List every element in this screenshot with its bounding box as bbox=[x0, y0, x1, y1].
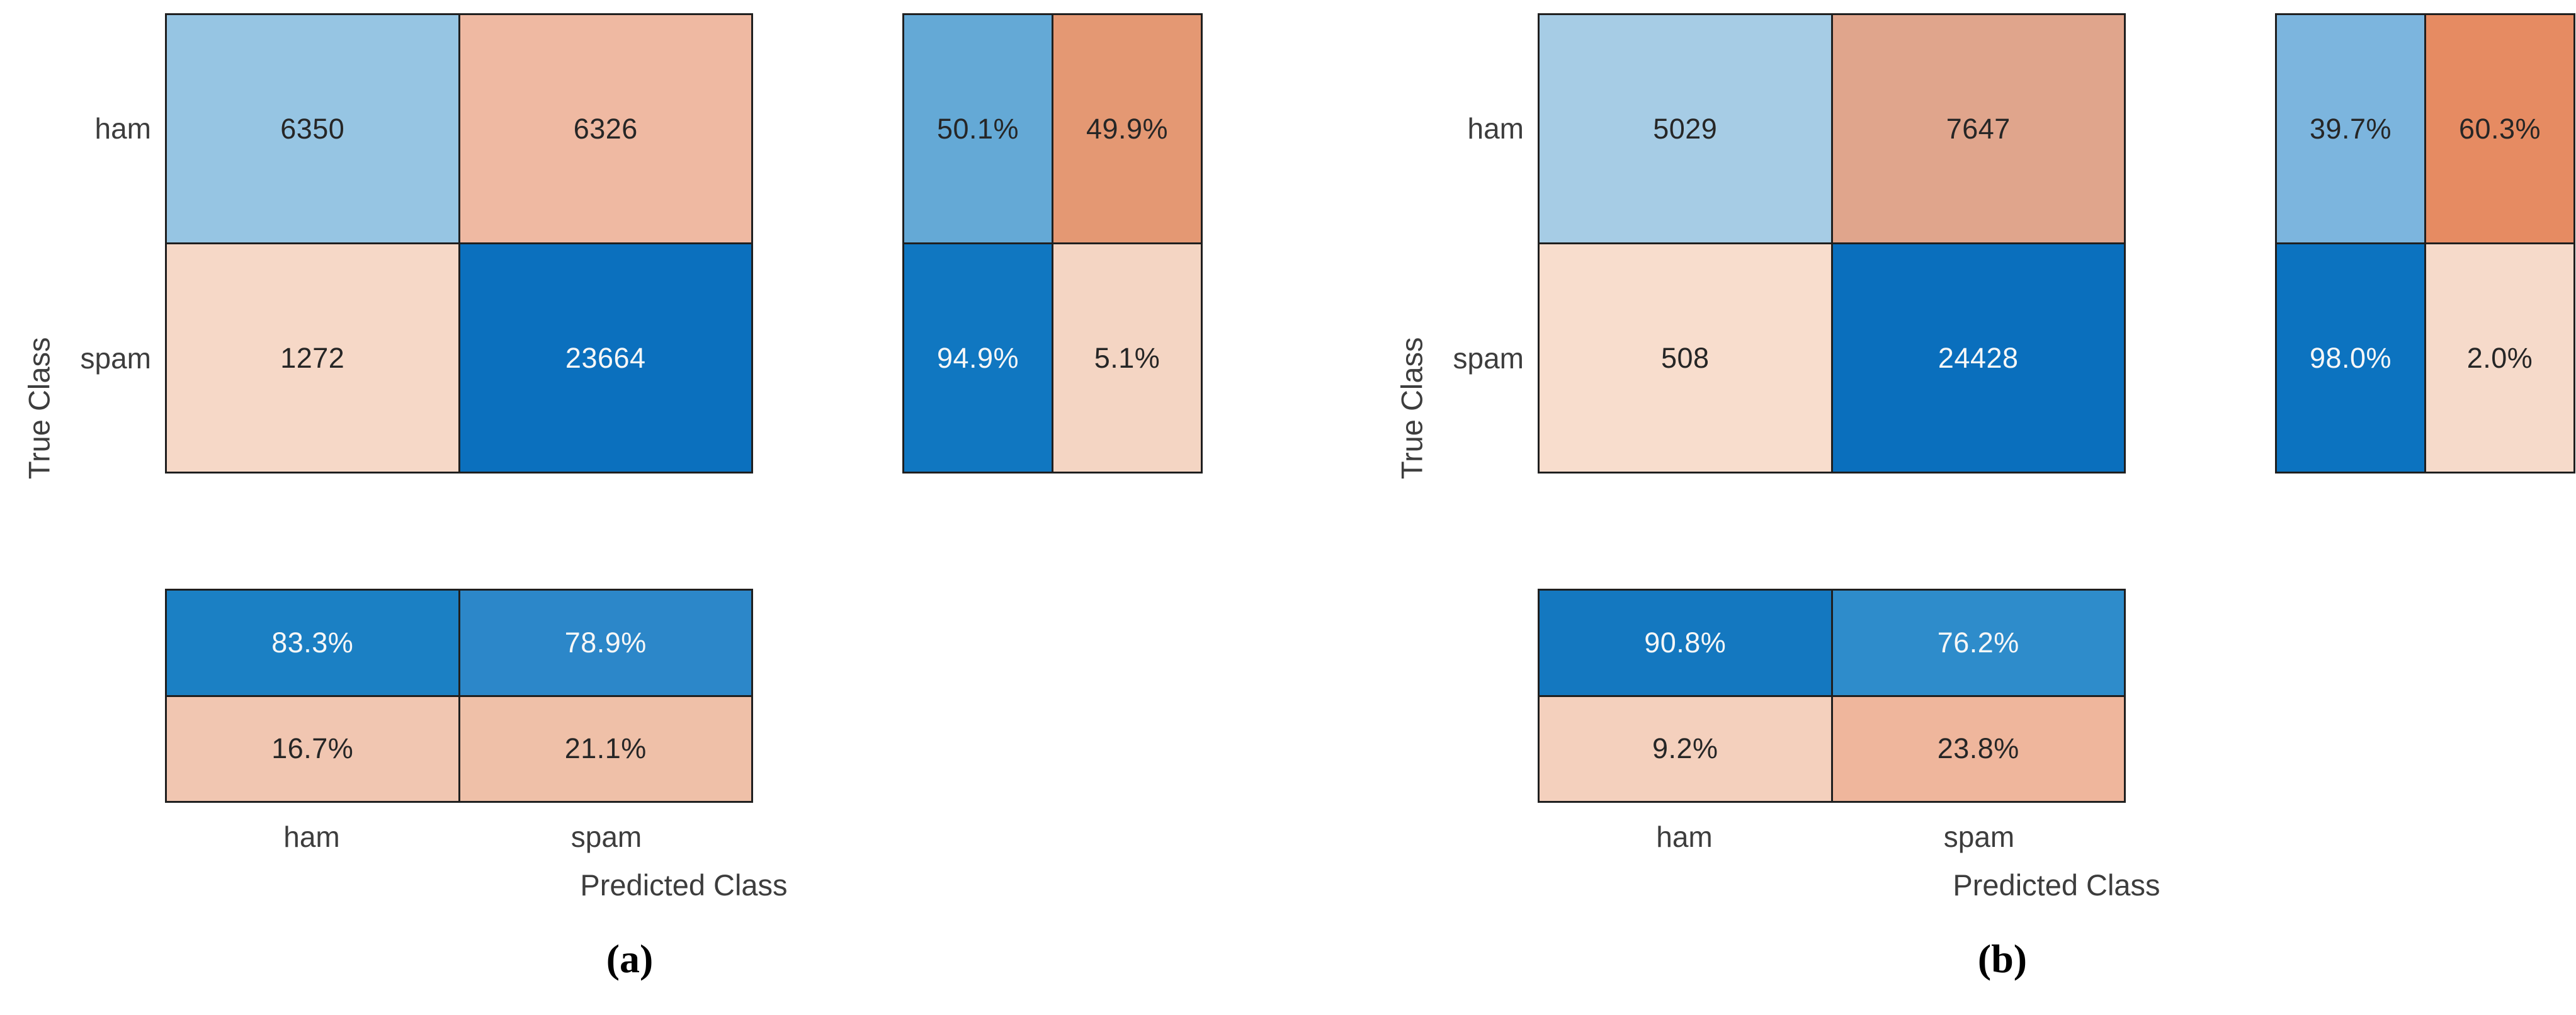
figure-caption-a: (a) bbox=[606, 936, 654, 981]
x-tick-spam: spam bbox=[570, 820, 642, 853]
matrix-cell-spam-ham: 1272 bbox=[167, 244, 458, 472]
x-tick-ham: ham bbox=[1656, 820, 1713, 853]
col-summary-cell-ham-incorrect: 16.7% bbox=[167, 696, 458, 801]
row-summary-cell-ham-incorrect: 60.3% bbox=[2426, 15, 2573, 242]
col-summary-cell-spam-correct: 76.2% bbox=[1832, 591, 2124, 695]
matrix-cell-ham-ham: 6350 bbox=[167, 15, 458, 242]
row-summary: 39.7% 60.3% 98.0% 2.0% bbox=[2275, 13, 2575, 473]
row-summary-cell-ham-correct: 50.1% bbox=[904, 15, 1052, 242]
row-summary: 50.1% 49.9% 94.9% 5.1% bbox=[902, 13, 1203, 473]
figure-caption-b: (b) bbox=[1977, 936, 2028, 981]
row-summary-cell-ham-incorrect: 49.9% bbox=[1053, 15, 1201, 242]
matrix-cell-spam-spam: 23664 bbox=[460, 244, 751, 472]
y-tick-spam: spam bbox=[80, 342, 151, 375]
column-summary: 83.3% 78.9% 16.7% 21.1% bbox=[165, 589, 753, 803]
row-summary-cell-spam-incorrect: 2.0% bbox=[2426, 244, 2573, 472]
row-summary-cell-ham-correct: 39.7% bbox=[2277, 15, 2424, 242]
x-tick-spam: spam bbox=[1943, 820, 2015, 853]
col-summary-cell-ham-incorrect: 9.2% bbox=[1540, 696, 1831, 801]
confusion-matrix: 6350 6326 1272 23664 bbox=[165, 13, 753, 473]
col-summary-cell-spam-incorrect: 21.1% bbox=[460, 696, 751, 801]
matrix-cell-ham-spam: 6326 bbox=[460, 15, 751, 242]
matrix-cell-spam-spam: 24428 bbox=[1832, 244, 2124, 472]
y-tick-ham: ham bbox=[94, 112, 151, 145]
matrix-cell-ham-spam: 7647 bbox=[1832, 15, 2124, 242]
x-tick-ham: ham bbox=[283, 820, 340, 853]
x-axis-label: Predicted Class bbox=[1953, 868, 2160, 902]
matrix-cell-spam-ham: 508 bbox=[1540, 244, 1831, 472]
matrix-cell-ham-ham: 5029 bbox=[1540, 15, 1831, 242]
row-summary-cell-spam-correct: 94.9% bbox=[904, 244, 1052, 472]
row-summary-cell-spam-incorrect: 5.1% bbox=[1053, 244, 1201, 472]
col-summary-cell-spam-correct: 78.9% bbox=[460, 591, 751, 695]
confusion-matrix: 5029 7647 508 24428 bbox=[1538, 13, 2126, 473]
row-summary-cell-spam-correct: 98.0% bbox=[2277, 244, 2424, 472]
x-axis-label: Predicted Class bbox=[580, 868, 788, 902]
y-tick-spam: spam bbox=[1453, 342, 1524, 375]
column-summary: 90.8% 76.2% 9.2% 23.8% bbox=[1538, 589, 2126, 803]
confusion-chart-b: True Class ham spam 5029 7647 508 24428 … bbox=[1373, 0, 2576, 1015]
confusion-chart-a: True Class ham spam 6350 6326 1272 23664… bbox=[0, 0, 1203, 1015]
y-tick-ham: ham bbox=[1467, 112, 1524, 145]
col-summary-cell-ham-correct: 90.8% bbox=[1540, 591, 1831, 695]
col-summary-cell-ham-correct: 83.3% bbox=[167, 591, 458, 695]
col-summary-cell-spam-incorrect: 23.8% bbox=[1832, 696, 2124, 801]
